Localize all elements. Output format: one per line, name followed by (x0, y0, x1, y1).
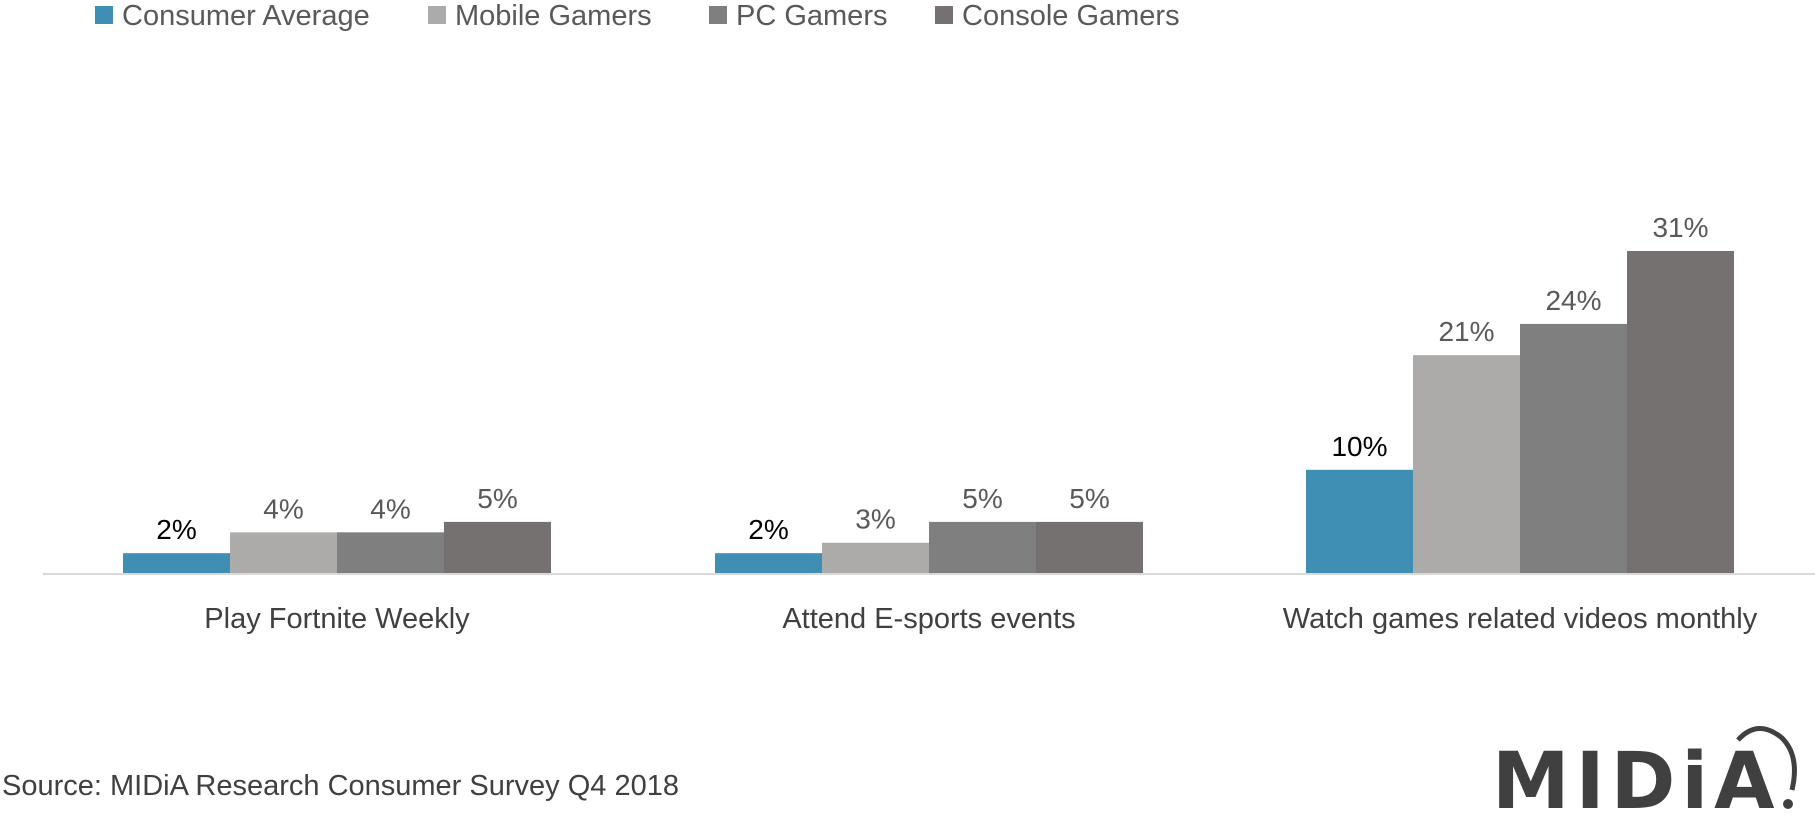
legend-swatch-pc-gamers (709, 6, 727, 24)
bar-mobile-gamers-play-fortnite-weekly (230, 532, 337, 574)
bar-consumer-average-attend-e-sports-events (715, 553, 822, 574)
category-labels: Play Fortnite Weekly Attend E-sports even… (204, 603, 1757, 635)
bar-mobile-gamers-watch-games-related-videos-monthly (1413, 355, 1520, 574)
data-label-mobile-gamers-play-fortnite-weekly: 4% (263, 493, 303, 524)
legend-label-mobile-gamers: Mobile Gamers (455, 0, 652, 32)
category-label-attend-e-sports-events: Attend E-sports events (782, 603, 1075, 635)
bar-pc-gamers-watch-games-related-videos-monthly (1520, 323, 1627, 574)
bar-mobile-gamers-attend-e-sports-events (822, 542, 929, 574)
data-label-consumer-average-attend-e-sports-events: 2% (748, 514, 788, 545)
legend-swatch-consumer-average (95, 6, 113, 24)
data-label-pc-gamers-play-fortnite-weekly: 4% (370, 493, 410, 524)
category-label-play-fortnite-weekly: Play Fortnite Weekly (204, 603, 470, 635)
source-note: Source: MIDiA Research Consumer Survey Q… (2, 770, 679, 802)
svg-text:MIDiA: MIDiA (1492, 737, 1781, 815)
legend-swatch-console-gamers (935, 6, 953, 24)
data-label-consumer-average-play-fortnite-weekly: 2% (156, 514, 196, 545)
data-label-console-gamers-play-fortnite-weekly: 5% (477, 483, 517, 514)
bars-group: 2% 4% 4% 5% 2% 3% 5% 5% 10% 21% 24% 31% (123, 212, 1734, 574)
bar-pc-gamers-attend-e-sports-events (929, 521, 1036, 574)
bar-console-gamers-attend-e-sports-events (1036, 521, 1143, 574)
bar-console-gamers-watch-games-related-videos-monthly (1627, 251, 1734, 574)
data-label-mobile-gamers-watch-games-related-videos-monthly: 21% (1438, 316, 1494, 347)
data-label-mobile-gamers-attend-e-sports-events: 3% (855, 504, 895, 535)
legend-label-console-gamers: Console Gamers (962, 0, 1180, 32)
bar-consumer-average-play-fortnite-weekly (123, 553, 230, 574)
chart-legend: Consumer Average Mobile Gamers PC Gamers Co… (95, 0, 1180, 32)
bar-pc-gamers-play-fortnite-weekly (337, 532, 444, 574)
legend-swatch-mobile-gamers (428, 6, 446, 24)
data-label-pc-gamers-watch-games-related-videos-monthly: 24% (1545, 285, 1601, 316)
data-label-consumer-average-watch-games-related-videos-monthly: 10% (1331, 431, 1387, 462)
data-label-pc-gamers-attend-e-sports-events: 5% (962, 483, 1002, 514)
bar-consumer-average-watch-games-related-videos-monthly (1306, 469, 1413, 574)
data-label-console-gamers-watch-games-related-videos-monthly: 31% (1652, 212, 1708, 243)
legend-label-consumer-average: Consumer Average (122, 0, 370, 32)
category-label-watch-games-related-videos-monthly: Watch games related videos monthly (1283, 603, 1758, 635)
bar-console-gamers-play-fortnite-weekly (444, 521, 551, 574)
midia-logo: MIDiA (1492, 726, 1797, 815)
legend-label-pc-gamers: PC Gamers (736, 0, 887, 32)
data-label-console-gamers-attend-e-sports-events: 5% (1069, 483, 1109, 514)
